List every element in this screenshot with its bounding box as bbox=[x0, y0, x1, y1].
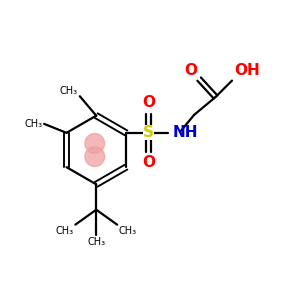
Text: CH₃: CH₃ bbox=[59, 86, 77, 96]
Text: O: O bbox=[142, 95, 155, 110]
Text: CH₃: CH₃ bbox=[87, 237, 105, 247]
Text: CH₃: CH₃ bbox=[118, 226, 137, 236]
Text: O: O bbox=[184, 63, 197, 78]
Text: CH₃: CH₃ bbox=[25, 119, 43, 129]
Text: CH₃: CH₃ bbox=[56, 226, 74, 236]
Text: O: O bbox=[142, 155, 155, 170]
Text: NH: NH bbox=[172, 125, 198, 140]
Text: OH: OH bbox=[234, 64, 260, 79]
Text: S: S bbox=[143, 125, 154, 140]
Circle shape bbox=[85, 134, 105, 153]
Circle shape bbox=[85, 147, 105, 166]
